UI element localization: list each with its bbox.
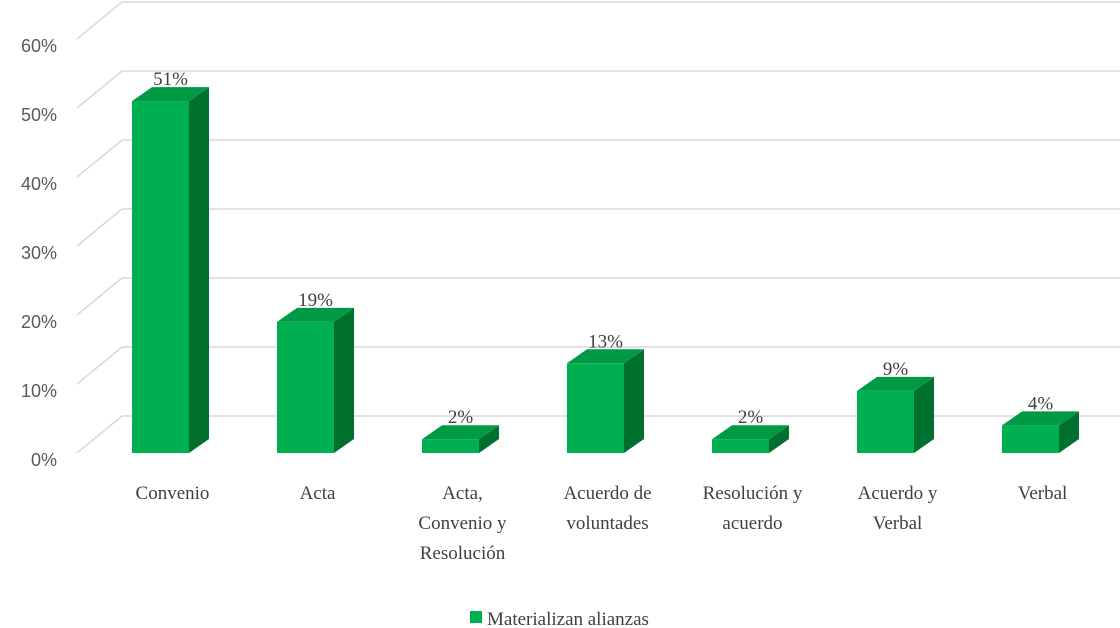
data-labels: 51% 19% 2% 13% 2% 9% 4% [153, 69, 1053, 428]
bar-front [277, 321, 334, 453]
bar-top [422, 425, 499, 440]
bar-side [334, 307, 354, 453]
x-tick-label: Acta, [442, 483, 483, 504]
bar [132, 87, 209, 453]
bar-side [1059, 411, 1079, 453]
bar [422, 425, 499, 453]
y-tick-label: 40% [21, 174, 57, 194]
bars [132, 87, 1079, 453]
y-tick-label: 0% [31, 450, 57, 470]
bar-front [857, 390, 914, 453]
bar-side [769, 425, 789, 453]
gridline-diagonal [76, 208, 123, 247]
bar-front [132, 101, 189, 453]
bar-front [422, 439, 479, 453]
gridline-diagonal [76, 1, 123, 40]
data-label: 9% [883, 359, 909, 380]
gridline-diagonal [76, 70, 123, 109]
gridline-diagonal [76, 346, 123, 385]
legend-swatch [470, 611, 482, 623]
x-tick-label: Resolución [420, 543, 506, 564]
legend-label: Materializan alianzas [487, 609, 649, 628]
bar-top [1002, 411, 1079, 426]
bar-side [479, 425, 499, 453]
gridline-diagonal [76, 139, 123, 178]
y-tick-label: 50% [21, 105, 57, 125]
x-tick-label: Acta [300, 483, 336, 504]
x-tick-label: voluntades [566, 513, 648, 534]
legend: Materializan alianzas [470, 609, 649, 628]
bar-side [914, 376, 934, 453]
bar-top [277, 307, 354, 322]
bar-front [712, 439, 769, 453]
bar-top [567, 349, 644, 364]
data-label: 4% [1028, 393, 1054, 414]
data-label: 19% [298, 290, 333, 311]
bar [567, 349, 644, 453]
y-tick-label: 60% [21, 36, 57, 56]
y-axis-ticks: 0% 10% 20% 30% 40% 50% 60% [21, 36, 57, 470]
bar [277, 307, 354, 453]
x-tick-label: Verbal [1018, 483, 1068, 504]
x-tick-label: Resolución y [703, 483, 803, 504]
bar-front [567, 363, 624, 453]
x-tick-label: Acuerdo y [858, 483, 938, 504]
y-tick-label: 20% [21, 312, 57, 332]
gridline-diagonal [76, 415, 123, 454]
bar-front [1002, 425, 1059, 453]
bar [857, 376, 934, 453]
data-label: 13% [588, 331, 623, 352]
bar [1002, 411, 1079, 453]
data-label: 2% [448, 407, 474, 428]
x-tick-label: Verbal [873, 513, 923, 534]
x-tick-label: Convenio y [418, 513, 507, 534]
data-label: 2% [738, 407, 764, 428]
bar [712, 425, 789, 453]
bar-top [132, 87, 209, 102]
gridline-diagonal [76, 277, 123, 316]
bar-top [857, 376, 934, 391]
y-tick-label: 30% [21, 243, 57, 263]
x-axis-ticks: Convenio Acta Acta, Convenio y Resolución Acu… [136, 483, 1068, 564]
bar-side [624, 349, 644, 453]
x-tick-label: Convenio [136, 483, 210, 504]
data-label: 51% [153, 69, 188, 90]
x-tick-label: acuerdo [722, 513, 782, 534]
bar-top [712, 425, 789, 440]
x-tick-label: Acuerdo de [563, 483, 651, 504]
bar-side [189, 87, 209, 453]
y-tick-label: 10% [21, 381, 57, 401]
